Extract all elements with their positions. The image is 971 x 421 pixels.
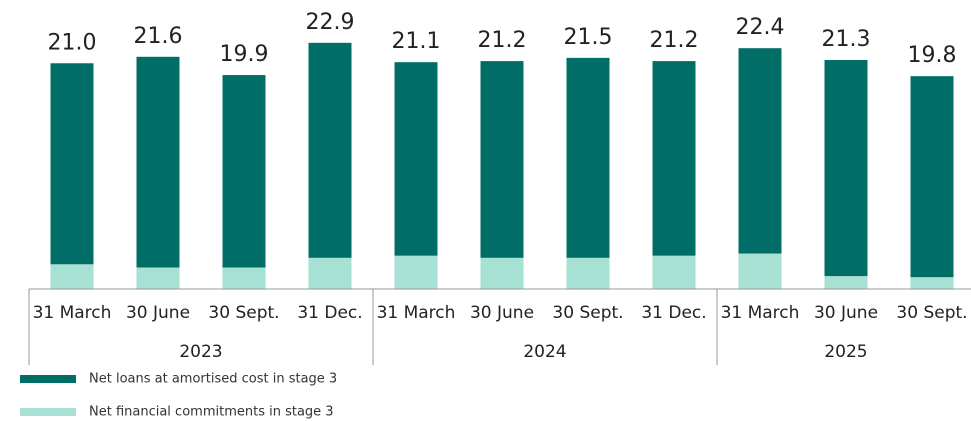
x-tick-label: 31 March [33,303,112,323]
total-label: 21.5 [564,25,613,50]
group-label: 2025 [824,342,867,362]
bar-segment [566,57,610,258]
x-tick-label: 31 March [377,303,456,323]
group-label: 2023 [179,342,222,362]
total-label: 21.6 [134,24,183,49]
bar-segment [566,257,610,289]
x-tick-label: 30 Sept. [896,303,967,323]
total-label: 21.1 [392,29,441,54]
legend-label: Net loans at amortised cost in stage 3 [89,372,337,387]
group-label: 2024 [523,342,566,362]
bar-segment [136,267,180,289]
total-label: 21.2 [650,28,699,53]
bar-segment [394,255,438,289]
bar-segment [308,42,352,258]
bar-segment [738,253,782,289]
bar-segment [50,63,94,265]
x-tick-label: 30 June [470,303,534,323]
bar-segment [480,257,524,289]
x-tick-label: 31 March [721,303,800,323]
x-tick-label: 30 June [126,303,190,323]
bar-segment [136,56,180,268]
x-tick-label: 31 Dec. [297,303,362,323]
bar-segment [910,277,954,289]
total-label: 22.9 [306,10,355,35]
bar-segment [222,267,266,289]
x-tick-label: 31 Dec. [641,303,706,323]
x-tick-label: 30 June [814,303,878,323]
bar-segment [394,62,438,256]
total-label: 19.9 [220,42,269,67]
total-label: 21.3 [822,27,871,52]
bar-segment [824,60,868,277]
legend-swatch [20,408,76,416]
total-label: 21.2 [478,28,527,53]
bar-segment [738,48,782,254]
bar-segment [824,276,868,289]
legend-swatch [20,375,76,383]
x-tick-label: 30 Sept. [552,303,623,323]
total-label: 21.0 [48,30,97,55]
legend-label: Net financial commitments in stage 3 [89,405,334,420]
x-tick-label: 30 Sept. [208,303,279,323]
total-label: 19.8 [908,43,957,68]
bar-segment [50,264,94,289]
bar-segment [652,255,696,289]
bar-segment [480,61,524,258]
total-label: 22.4 [736,15,785,40]
bar-segment [910,76,954,278]
bar-segment [652,61,696,256]
bar-segment [308,257,352,289]
bar-segment [222,75,266,268]
